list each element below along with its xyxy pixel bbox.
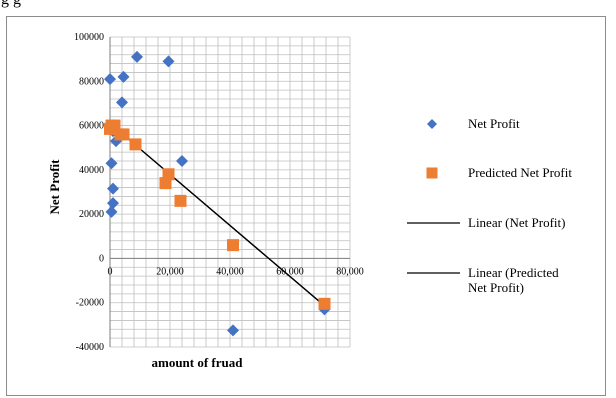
predicted-net-profit-point [118, 128, 130, 140]
net-profit-point [227, 324, 239, 336]
y-tick-label: 100000 [74, 32, 104, 43]
x-tick-label: 20,000 [156, 266, 184, 277]
net-profit-point [107, 197, 119, 209]
net-profit-point [176, 155, 188, 167]
legend-label: Predicted Net Profit [468, 165, 572, 180]
x-tick-label: 0 [108, 266, 113, 277]
legend-label: Net Profit [468, 116, 520, 131]
partial-caption-text: g g [1, 0, 21, 9]
predicted-net-profit-point [163, 168, 175, 180]
legend-square-marker [427, 168, 438, 179]
y-tick-label: -40000 [76, 342, 104, 353]
y-axis-title: Net Profit [47, 159, 62, 215]
y-tick-label: 80000 [79, 76, 104, 87]
net-profit-point [106, 157, 118, 169]
predicted-net-profit-point [130, 138, 142, 150]
predicted-net-profit-point [175, 195, 187, 207]
grid-lines [110, 37, 350, 347]
legend-label: Linear (Predicted [468, 265, 559, 280]
y-tick-label: -20000 [76, 298, 104, 309]
predicted-net-profit-point [319, 298, 331, 310]
net-profit-point [163, 55, 175, 67]
y-tick-label: 0 [99, 253, 104, 264]
net-profit-point [116, 96, 128, 108]
legend-label: Linear (Net Profit) [468, 215, 565, 230]
x-axis-title: amount of fruad [151, 355, 243, 370]
net-profit-point [107, 183, 119, 195]
predicted-net-profit-point [227, 239, 239, 251]
net-profit-point [106, 206, 118, 218]
scatter-chart: 0 20,000 40,000 60,000 80,000 -40000 -20000 0 20… [7, 17, 607, 397]
y-tick-label: 20000 [79, 209, 104, 220]
net-profit-point [131, 51, 143, 63]
legend-diamond-marker [427, 119, 437, 129]
legend-label: Net Profit) [468, 280, 524, 295]
y-tick-label: 60000 [79, 121, 104, 132]
x-tick-label: 80,000 [336, 266, 364, 277]
x-tick-label: 60,000 [276, 266, 304, 277]
y-tick-label: 40000 [79, 165, 104, 176]
net-profit-point [104, 73, 116, 85]
x-tick-label: 40,000 [216, 266, 244, 277]
chart-frame: 0 20,000 40,000 60,000 80,000 -40000 -20000 0 20… [6, 16, 606, 396]
legend: Net Profit Predicted Net Profit Linear (Ne… [407, 116, 572, 295]
